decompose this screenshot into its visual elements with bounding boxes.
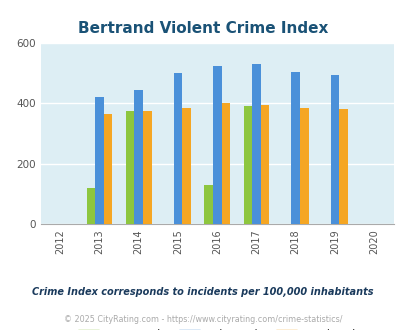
Bar — [173, 73, 182, 224]
Text: © 2025 CityRating.com - https://www.cityrating.com/crime-statistics/: © 2025 CityRating.com - https://www.city… — [64, 315, 341, 324]
Text: Crime Index corresponds to incidents per 100,000 inhabitants: Crime Index corresponds to incidents per… — [32, 287, 373, 297]
Bar — [86, 188, 95, 224]
Bar — [243, 106, 252, 224]
Bar — [291, 72, 299, 224]
Bar — [204, 185, 212, 224]
Bar — [126, 111, 134, 224]
Legend: Bertrand, Missouri, National: Bertrand, Missouri, National — [73, 325, 360, 330]
Bar — [299, 108, 308, 224]
Bar — [134, 90, 143, 224]
Bar — [104, 114, 112, 224]
Bar — [339, 110, 347, 224]
Bar — [260, 105, 269, 224]
Bar — [143, 111, 151, 224]
Bar — [330, 75, 339, 224]
Text: Bertrand Violent Crime Index: Bertrand Violent Crime Index — [78, 21, 327, 36]
Bar — [252, 64, 260, 224]
Bar — [95, 97, 104, 224]
Bar — [212, 66, 221, 224]
Bar — [221, 103, 230, 224]
Bar — [182, 108, 190, 224]
